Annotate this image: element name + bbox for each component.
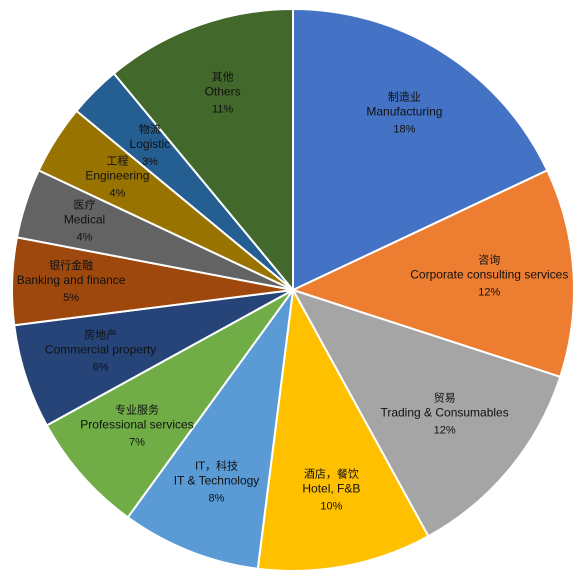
slice-label-english: Others [205, 84, 241, 98]
slice-label-percent: 4% [109, 188, 125, 200]
slice-label-english: Professional services [80, 418, 193, 432]
slice-label-english: Medical [64, 212, 105, 226]
slice-label-english: IT & Technology [174, 473, 260, 487]
slice-label-percent: 7% [129, 437, 145, 449]
slice-label-percent: 12% [434, 424, 456, 436]
pie-slice-it-technology [126, 289, 294, 570]
slice-label-chinese: 制造业 [388, 89, 421, 103]
pie-slice-trading-consumables [290, 288, 562, 538]
slice-label-percent: 4% [77, 231, 93, 243]
slice-label-english: Hotel, F&B [302, 482, 360, 496]
pie-slice-corporate-consulting-services [290, 169, 575, 379]
slice-label-chinese: 工程 [106, 155, 128, 168]
slice-label-percent: 3% [142, 156, 158, 168]
slice-label-percent: 10% [320, 501, 342, 513]
slice-label-percent: 5% [63, 292, 79, 304]
slice-label-percent: 8% [209, 492, 225, 504]
slice-label-english: Commercial property [45, 343, 156, 357]
slice-label-percent: 12% [478, 287, 500, 299]
slice-label-percent: 18% [393, 123, 415, 135]
slice-label-english: Trading & Consumables [380, 405, 508, 419]
pie-slice-professional-services [45, 289, 294, 519]
slice-label-chinese: 其他 [212, 70, 234, 83]
slice-label-chinese: 物流 [139, 122, 161, 136]
slice-label-chinese: 银行金融 [49, 258, 93, 272]
slice-label-english: Banking and finance [17, 273, 126, 287]
pie-slice-others [112, 7, 294, 293]
slice-label-chinese: 房地产 [84, 328, 117, 342]
slice-label-percent: 11% [212, 103, 233, 115]
slice-label-chinese: 酒店，餐饮 [304, 467, 359, 481]
pie-slice-manufacturing [292, 7, 549, 292]
slice-label-chinese: 专业服务 [115, 403, 159, 417]
slice-label-percent: 6% [93, 362, 109, 374]
slice-label-english: Engineering [85, 169, 149, 183]
slice-label-chinese: 医疗 [74, 197, 96, 211]
pie-slices [11, 7, 575, 572]
slice-label-chinese: 咨询 [478, 253, 500, 267]
slice-label-chinese: IT，科技 [195, 458, 238, 472]
slice-label-english: Corporate consulting services [410, 268, 568, 282]
slice-label-chinese: 贸易 [434, 391, 456, 404]
pie-slice-hotel-f-b [256, 286, 430, 572]
slice-label-english: Manufacturing [366, 104, 442, 118]
slice-label-english: Logistic [130, 137, 171, 151]
